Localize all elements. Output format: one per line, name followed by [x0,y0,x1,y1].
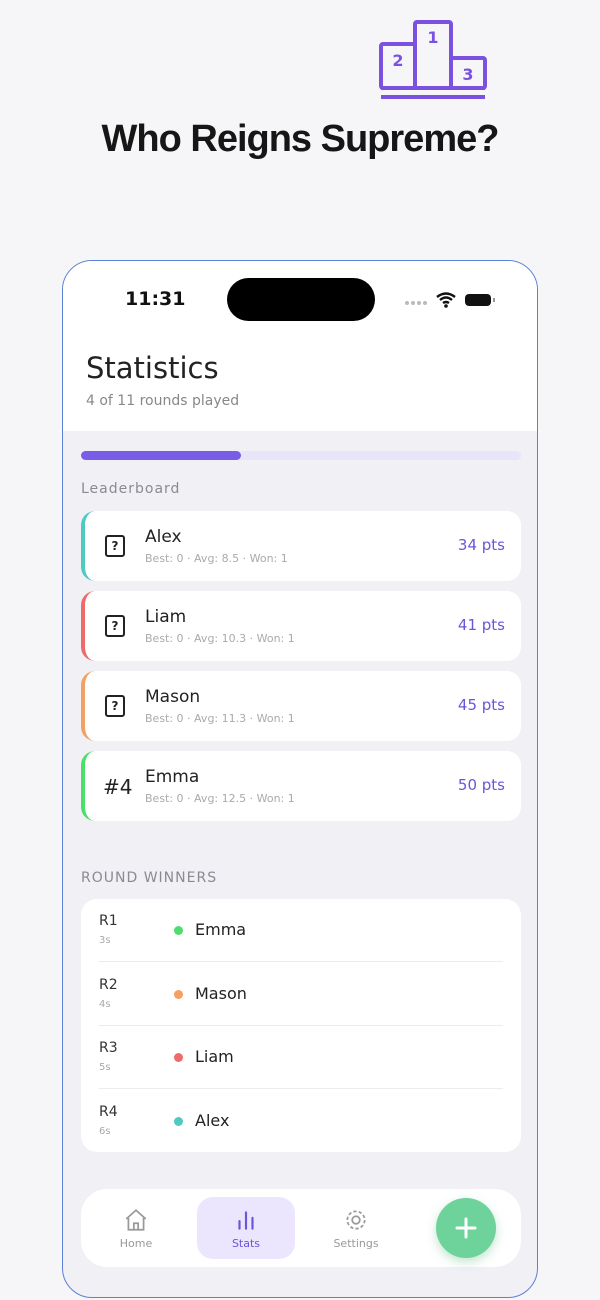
round-time: 5s [99,1062,111,1073]
svg-text:1: 1 [427,28,438,47]
winner-name: Alex [195,1110,230,1130]
winner-name: Emma [195,920,247,939]
player-card[interactable]: #4 Emma Best: 0 · Avg: 12.5 · Won: 1 50 pts [81,751,521,821]
screen-subtitle: 4 of 11 rounds played [86,393,240,409]
player-stats: Best: 0 · Avg: 8.5 · Won: 1 [145,552,288,565]
winner-row: R4 6s Alex [99,1090,503,1153]
player-card[interactable]: ? Alex Best: 0 · Avg: 8.5 · Won: 1 34 pts [81,511,521,581]
rank-badge: ? [105,535,125,557]
winner-row: R2 4s Mason [99,963,503,1026]
player-points: 45 pts [457,696,505,714]
player-stats: Best: 0 · Avg: 11.3 · Won: 1 [145,712,295,725]
tab-item[interactable]: Home [87,1197,185,1259]
section-label: ROUND WINNERS [81,870,218,886]
player-dot [174,989,183,999]
round-time: 4s [99,998,111,1010]
player-card[interactable]: ? Liam Best: 0 · Avg: 10.3 · Won: 1 41 pts [81,591,521,661]
round-time: 3s [99,935,111,946]
svg-text:3: 3 [462,65,473,84]
headline: Who Reigns Supreme? [101,118,500,160]
round-label: R4 [99,1103,118,1120]
player-points: 41 pts [457,616,505,634]
rank-badge: ? [105,615,125,637]
player-stats: Best: 0 · Avg: 12.5 · Won: 1 [145,792,295,805]
divider [99,961,503,962]
tab-label: Stats [231,1237,261,1250]
dynamic-island [227,278,375,321]
status-time: 11:31 [125,288,186,310]
divider [99,1024,503,1026]
tab-icon [238,1211,254,1230]
winners-card: R1 3s Emma R2 4s Mason R3 5s Liam R4 6s Alex [81,899,521,1152]
podium-icon: 1 2 3 [379,20,487,99]
winner-row: R1 3s Emma [99,899,503,962]
rank-badge: #4 [103,775,133,799]
player-card[interactable]: ? Mason Best: 0 · Avg: 11.3 · Won: 1 45 pts [81,671,521,741]
player-dot [174,1116,183,1126]
progress-track [81,451,521,460]
round-label: R1 [99,913,118,929]
divider [99,1088,503,1089]
tab-label: Home [119,1237,153,1250]
player-points: 34 pts [457,536,505,554]
progress-fill [81,451,241,460]
winner-name: Mason [195,983,247,1003]
round-label: R2 [99,976,118,993]
player-name: Mason [145,687,201,707]
svg-text:2: 2 [392,51,403,70]
tab-icon [125,1209,147,1231]
tab-icon [346,1210,366,1230]
round-time: 6s [99,1125,111,1137]
screen-title: Statistics [86,351,219,385]
round-label: R3 [99,1040,118,1056]
player-stats: Best: 0 · Avg: 10.3 · Won: 1 [145,632,295,645]
player-dot [174,926,183,935]
player-name: Emma [145,767,200,787]
player-points: 50 pts [457,776,505,794]
plus-icon [455,1217,477,1239]
tab-item[interactable]: Stats [197,1197,295,1259]
player-name: Liam [145,607,187,627]
add-button[interactable] [436,1198,496,1258]
tab-item[interactable]: Settings [307,1197,405,1259]
player-name: Alex [145,527,182,547]
winner-row: R3 5s Liam [99,1026,503,1089]
player-dot [174,1053,183,1062]
tab-label: Settings [333,1237,379,1250]
status-icons [405,292,495,308]
phone-frame: 11:31 Statistics 4 of 11 rounds played L… [62,260,538,1298]
section-label: Leaderboard [81,481,181,497]
winner-name: Liam [195,1047,234,1066]
rank-badge: ? [105,695,125,717]
